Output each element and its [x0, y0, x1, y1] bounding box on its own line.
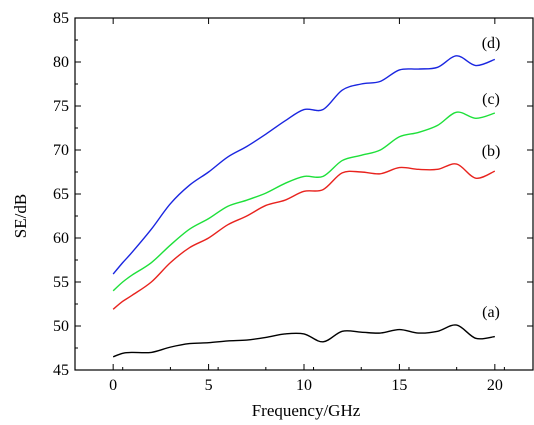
series-label-0: (a): [482, 304, 500, 321]
y-tick-label: 80: [53, 54, 69, 71]
x-tick-label: 5: [205, 377, 213, 394]
y-axis-title: SE/dB: [11, 194, 30, 238]
plot-area: 0 5 10 15 20 45 50 55 60 65 70 75 80 85 (a) (b) (c) (d): [53, 10, 534, 394]
series-label-3: (d): [482, 35, 501, 52]
y-tick-label: 55: [53, 274, 69, 291]
y-tick-label: 50: [53, 318, 69, 335]
plot-frame: [74, 17, 534, 371]
series-line-2: [112, 111, 496, 292]
y-tick-label: 65: [53, 186, 69, 203]
series-line-3: [112, 55, 496, 275]
y-tick-label: 60: [53, 230, 69, 247]
y-tick-label: 70: [53, 142, 69, 159]
series-label-1: (b): [482, 143, 501, 160]
x-tick-label: 15: [391, 377, 407, 394]
series-label-2: (c): [482, 91, 500, 108]
y-tick-label: 45: [53, 362, 69, 379]
series-line-0: [112, 324, 495, 358]
x-axis-title: Frequency/GHz: [252, 401, 361, 420]
x-tick-label: 0: [109, 377, 117, 394]
series-line-1: [112, 163, 496, 310]
x-tick-label: 20: [487, 377, 503, 394]
x-tick-label: 10: [296, 377, 312, 394]
y-tick-label: 75: [53, 98, 69, 115]
y-tick-label: 85: [53, 10, 69, 27]
